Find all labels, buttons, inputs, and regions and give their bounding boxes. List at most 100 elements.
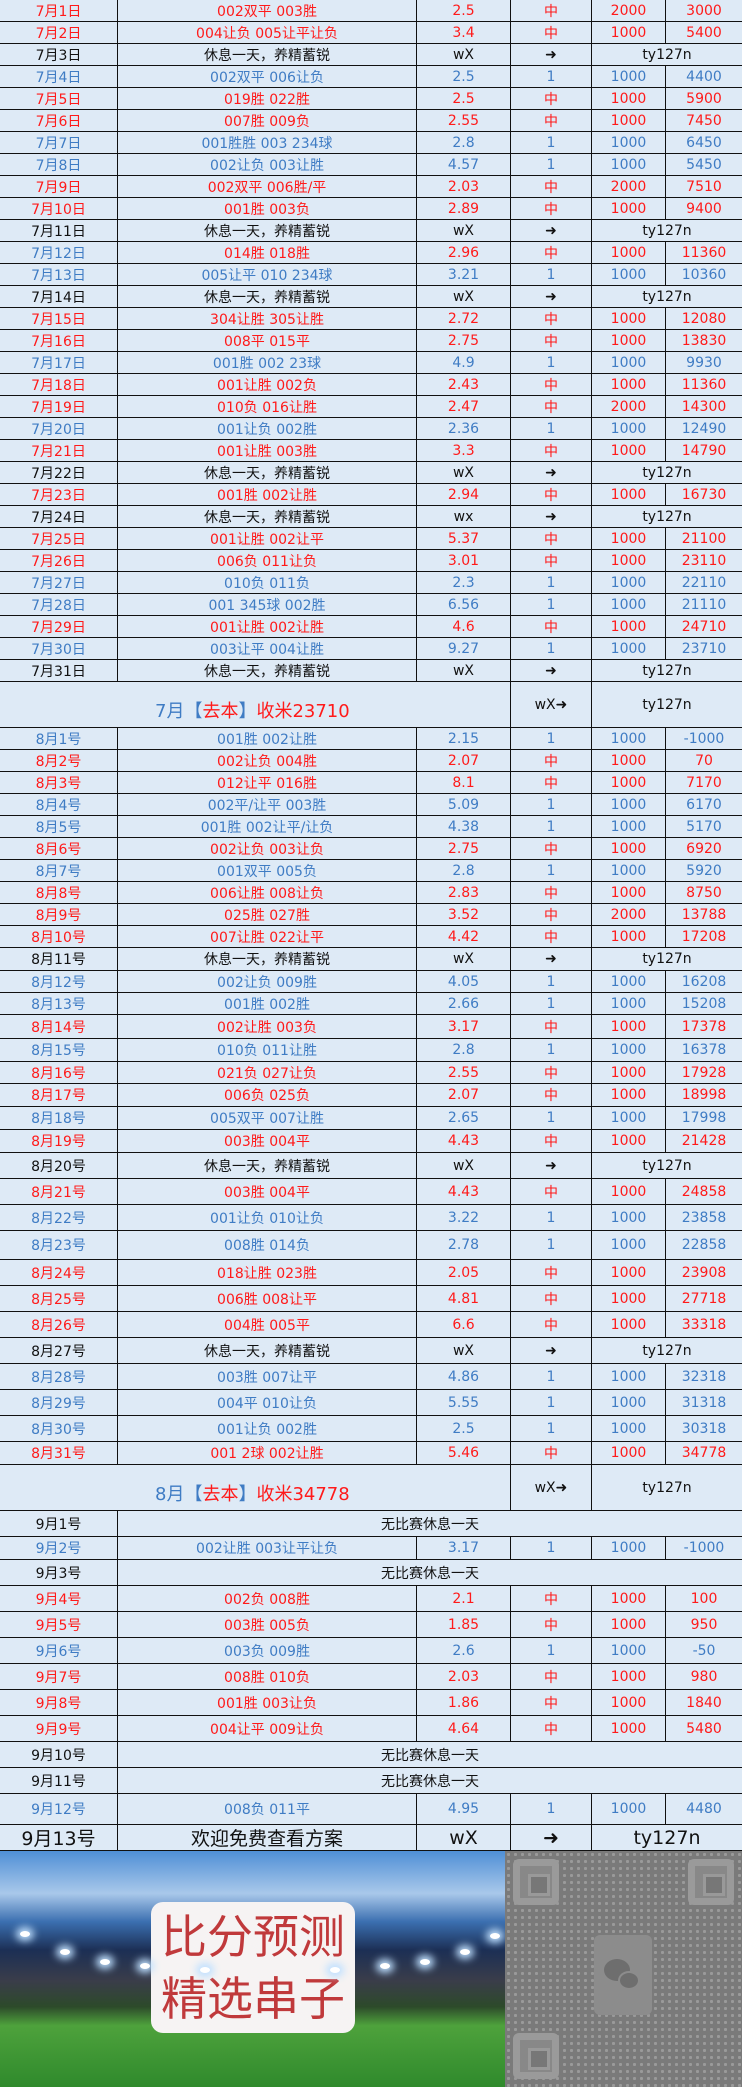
stake-cell: 1000 [592,816,666,837]
date-cell: 7月16日 [0,330,118,351]
result-cell: 中 [511,750,592,771]
rest-text: 休息一天，养精蓄锐 [118,506,417,527]
date-cell: 8月1号 [0,728,118,749]
result-cell: 中 [511,1612,592,1637]
balance-cell: 4400 [686,68,722,85]
balance-cell: 9400 [686,200,722,217]
odds-cell: 3.52 [417,904,511,925]
picks-cell: 004平 010让负 [118,1390,417,1415]
result-cell: 中 [511,330,592,351]
result-cell: 中 [511,396,592,417]
picks-cell: 002让胜 003负 [118,1015,417,1038]
contact-id: ty127n [642,1157,692,1174]
date-cell: 9月3号 [0,1560,118,1585]
picks-cell: 004让平 009让负 [118,1716,417,1741]
picks-cell: 005让平 010 234球 [118,264,417,285]
result-cell: 1 [511,1416,592,1441]
table-row: 7月20日 001让负 002胜 2.36 1 1000 12490 [0,418,742,440]
balance-cell: 6920 [686,840,722,857]
picks-cell: 001让胜 002让平 [118,528,417,549]
table-row: 7月27日 010负 011负 2.3 1 1000 22110 [0,572,742,594]
summary-label: 去本 [202,701,239,722]
date-cell: 8月21号 [0,1179,118,1204]
date-cell: 8月3号 [0,772,118,793]
date-cell: 8月7号 [0,860,118,881]
picks-cell: 001让胜 002负 [118,374,417,395]
stake-cell: 1000 [592,1794,666,1824]
table-row: 7月31日 休息一天，养精蓄锐 wX ➜ ty127n [0,660,742,682]
date-cell: 7月30日 [0,638,118,659]
arrow-icon: ➜ [511,44,592,65]
table-row: 9月3号 无比赛休息一天 [0,1560,742,1586]
date-cell: 7月22日 [0,462,118,483]
date-cell: 9月6号 [0,1638,118,1663]
stake-cell: 1000 [592,1442,666,1464]
arrow-icon: ➜ [511,462,592,483]
balance-cell: 1840 [686,1694,722,1711]
balance-cell: 3000 [686,2,722,19]
table-row: 8月25号 006胜 008让平 4.81 中 1000 27718 [0,1286,742,1312]
balance-cell: 23110 [681,552,727,569]
table-row: 8月29号 004平 010让负 5.55 1 1000 31318 [0,1390,742,1416]
table-row: 7月19日 010负 016让胜 2.47 中 2000 14300 [0,396,742,418]
contact-id: ty127n [642,508,692,525]
picks-cell: 002让负 009胜 [118,971,417,992]
result-cell: 中 [511,1260,592,1285]
month-summary-row: 7月【去本】收米23710 wX➜ ty127n [0,682,742,728]
result-cell: 中 [511,926,592,947]
table-row: 8月8号 006让胜 008让负 2.83 中 1000 8750 [0,882,742,904]
odds-cell: 3.01 [417,550,511,571]
balance-cell: 100 [690,1590,718,1607]
stake-cell: 1000 [592,1205,666,1230]
odds-cell: 9.27 [417,638,511,659]
result-cell: 中 [511,308,592,329]
date-cell: 7月17日 [0,352,118,373]
table-row: 7月11日 休息一天，养精蓄锐 wX ➜ ty127n [0,220,742,242]
stake-cell: 1000 [592,993,666,1014]
stake-cell: 1000 [592,66,666,87]
arrow-icon: ➜ [511,1338,592,1363]
qr-code[interactable] [505,1851,742,2087]
stake-cell: 1000 [592,528,666,549]
result-cell: 1 [511,1638,592,1663]
odds-cell: 2.6 [417,1638,511,1663]
picks-cell: 008负 011平 [118,1794,417,1824]
date-cell: 7月6日 [0,110,118,131]
stadium-light [330,1967,340,1973]
date-cell: 8月14号 [0,1015,118,1038]
odds-cell: 2.94 [417,484,511,505]
picks-cell: 004胜 005平 [118,1312,417,1337]
picks-cell: 002平/让平 003胜 [118,794,417,815]
stake-cell: 1000 [592,1130,666,1152]
result-cell: 1 [511,993,592,1014]
table-row: 7月29日 001让胜 002让胜 4.6 中 1000 24710 [0,616,742,638]
picks-cell: 010负 011负 [118,572,417,593]
odds-cell: 2.66 [417,993,511,1014]
table-row: 7月15日 304让胜 305让胜 2.72 中 1000 12080 [0,308,742,330]
result-cell: 中 [511,1062,592,1083]
result-cell: 1 [511,1231,592,1259]
stake-cell: 1000 [592,352,666,373]
picks-cell: 007胜 009负 [118,110,417,131]
date-cell: 7月26日 [0,550,118,571]
stake-cell: 1000 [592,1084,666,1106]
result-cell: 中 [511,1716,592,1741]
stake-cell: 1000 [592,484,666,505]
wx-label: wX [417,1825,511,1850]
odds-cell: 4.57 [417,154,511,175]
table-row: 9月6号 003负 009胜 2.6 1 1000 -50 [0,1638,742,1664]
contact-id: ty127n [642,288,692,305]
no-match-text: 无比赛休息一天 [381,1747,479,1764]
result-cell: 中 [511,110,592,131]
date-cell: 8月24号 [0,1260,118,1285]
date-cell: 9月11号 [0,1768,118,1793]
picks-cell: 002让负 003让负 [118,838,417,859]
odds-cell: 2.03 [417,176,511,197]
odds-cell: 3.17 [417,1537,511,1559]
odds-cell: 3.17 [417,1015,511,1038]
table-row: 8月5号 001胜 002让平/让负 4.38 1 1000 5170 [0,816,742,838]
balance-cell: 16208 [681,973,727,990]
date-cell: 7月23日 [0,484,118,505]
arrow-icon: ➜ [511,286,592,307]
balance-cell: 21428 [681,1133,727,1149]
